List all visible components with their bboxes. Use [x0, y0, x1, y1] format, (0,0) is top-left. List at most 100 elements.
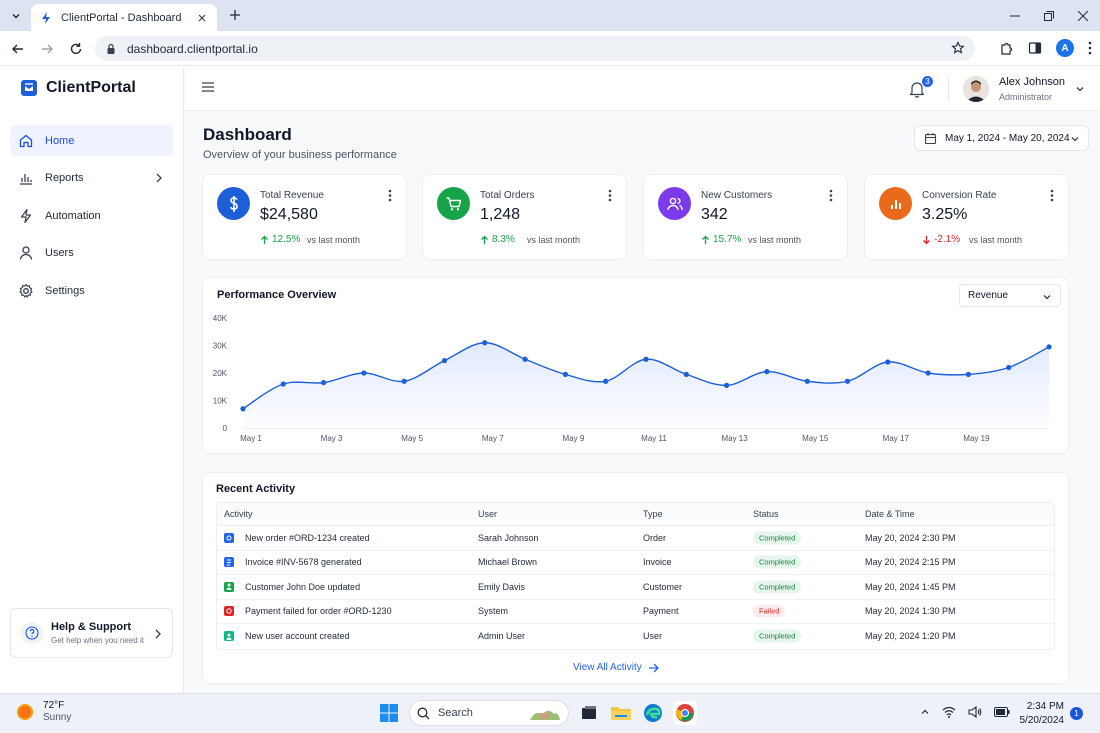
back-button[interactable]: [8, 39, 28, 59]
chevron-right-icon: [156, 173, 162, 182]
bookmark-star-icon[interactable]: [951, 41, 965, 55]
user-avatar-portrait: [963, 76, 989, 102]
kebab-menu-icon[interactable]: [608, 189, 612, 202]
user-add-icon: [224, 631, 234, 642]
dollar-icon: [217, 187, 250, 220]
forward-button[interactable]: [37, 39, 57, 59]
kpi-compare-text: vs last month: [969, 235, 1023, 245]
kpi-change: 8.3%: [480, 234, 515, 245]
sidebar-item-users[interactable]: Users: [10, 238, 173, 269]
new-tab-button[interactable]: [226, 6, 244, 24]
site-info-icon[interactable]: [105, 43, 117, 55]
system-tray: [920, 706, 1010, 718]
notification-center-badge[interactable]: 1: [1070, 707, 1083, 720]
folder-icon: [611, 707, 631, 720]
taskbar-task-view[interactable]: [577, 701, 601, 725]
activity-type: User: [643, 631, 663, 642]
invoice-icon: [224, 557, 234, 568]
taskbar-clock[interactable]: 2:34 PM 5/20/2024: [1016, 700, 1065, 728]
chevron-up-icon[interactable]: [920, 707, 930, 717]
sun-icon: [17, 703, 33, 720]
wifi-icon[interactable]: [942, 706, 956, 718]
activity-text: Invoice #INV-5678 generated: [245, 557, 362, 568]
browser-profile-avatar[interactable]: A: [1056, 39, 1074, 57]
tab-close-icon[interactable]: [195, 11, 209, 25]
kpi-compare-text: vs last month: [748, 235, 802, 245]
search-highlight-icon: [530, 710, 560, 720]
kebab-menu-icon[interactable]: [1050, 189, 1054, 202]
sidebar-item-home[interactable]: Home: [10, 125, 173, 156]
tab-search-button[interactable]: [6, 6, 26, 26]
sidebar: ClientPortal Home Reports Automation Use…: [0, 67, 184, 693]
task-view-icon: [582, 706, 596, 719]
kpi-value: 1,248: [480, 206, 521, 223]
y-tick-label: 20K: [213, 369, 228, 378]
sidebar-nav: Home Reports Automation Users Settings: [10, 125, 173, 313]
sidebar-item-label: Users: [45, 247, 74, 259]
kpi-change: -2.1%: [922, 234, 960, 245]
taskbar-chrome[interactable]: [673, 701, 697, 725]
activity-datetime: May 20, 2024 1:20 PM: [865, 631, 956, 642]
kpi-card-total-orders: Total Orders 1,248 8.3% vs last month: [422, 174, 627, 260]
date-range-picker[interactable]: May 1, 2024 - May 20, 2024: [914, 125, 1089, 151]
brand-logo[interactable]: ClientPortal: [20, 79, 136, 97]
table-row[interactable]: New user account created Admin User User…: [217, 624, 1054, 649]
battery-icon[interactable]: [994, 707, 1010, 717]
clock-time: 2:34 PM: [1026, 701, 1064, 712]
x-tick-label: May 3: [321, 434, 343, 443]
avatar[interactable]: [963, 76, 989, 102]
column-header-type[interactable]: Type: [643, 509, 663, 519]
window-close-button[interactable]: [1066, 0, 1100, 31]
page-title: Dashboard: [203, 125, 292, 144]
kpi-value: 342: [701, 206, 728, 223]
chevron-down-icon[interactable]: [1075, 84, 1085, 94]
column-header-datetime[interactable]: Date & Time: [865, 509, 915, 519]
view-all-label: View All Activity: [573, 662, 642, 673]
activity-table: Activity User Type Status Date & Time Ne…: [216, 502, 1055, 650]
notification-badge: 3: [921, 75, 934, 88]
sidebar-item-label: Home: [45, 134, 75, 147]
sidebar-item-automation[interactable]: Automation: [10, 200, 173, 231]
sidebar-item-reports[interactable]: Reports: [10, 163, 173, 194]
kebab-menu-icon[interactable]: [1088, 41, 1092, 55]
reload-button[interactable]: [66, 39, 86, 59]
activity-datetime: May 20, 2024 2:15 PM: [865, 557, 956, 568]
browser-tab-active[interactable]: ClientPortal - Dashboard: [31, 4, 217, 31]
sidebar-item-settings[interactable]: Settings: [10, 275, 173, 306]
window-restore-button[interactable]: [1032, 0, 1066, 31]
data-point: [240, 406, 246, 412]
table-row[interactable]: New order #ORD-1234 created Sarah Johnso…: [217, 526, 1054, 551]
hamburger-menu-icon[interactable]: [201, 80, 215, 94]
taskbar-file-explorer[interactable]: [609, 701, 633, 725]
arrow-right-icon: [648, 663, 659, 672]
kpi-card-conversion-rate: Conversion Rate 3.25% -2.1% vs last mont…: [864, 174, 1069, 260]
user-name[interactable]: Alex Johnson: [999, 76, 1066, 88]
address-bar[interactable]: dashboard.clientportal.io: [95, 36, 975, 61]
table-row[interactable]: Payment failed for order #ORD-1230 Syste…: [217, 600, 1054, 624]
data-point: [844, 378, 851, 384]
view-all-activity-link[interactable]: View All Activity: [573, 662, 659, 673]
kebab-menu-icon[interactable]: [388, 189, 392, 202]
table-header-row: Activity User Type Status Date & Time: [217, 503, 1054, 526]
windows-logo-icon: [380, 704, 398, 722]
extensions-puzzle-icon[interactable]: [999, 41, 1014, 56]
metric-select-value: Revenue: [968, 290, 1009, 301]
metric-select[interactable]: Revenue: [959, 284, 1061, 307]
side-panel-icon[interactable]: [1028, 41, 1042, 55]
help-support-card[interactable]: Help & Support Get help when you need it: [10, 608, 173, 658]
activity-user: Emily Davis: [478, 581, 526, 592]
kebab-menu-icon[interactable]: [829, 189, 833, 202]
window-minimize-button[interactable]: [998, 0, 1032, 31]
volume-icon[interactable]: [968, 706, 982, 718]
weather-widget[interactable]: 72°F Sunny: [16, 700, 71, 723]
table-row[interactable]: Customer John Doe updated Emily Davis Cu…: [217, 575, 1054, 600]
bolt-favicon-icon: [39, 11, 53, 25]
taskbar-edge[interactable]: [641, 701, 665, 725]
column-header-activity[interactable]: Activity: [224, 509, 253, 519]
column-header-status[interactable]: Status: [753, 509, 779, 519]
bell-icon[interactable]: [909, 80, 925, 98]
taskbar-search[interactable]: Search: [409, 700, 569, 726]
table-row[interactable]: Invoice #INV-5678 generated Michael Brow…: [217, 551, 1054, 575]
column-header-user[interactable]: User: [478, 509, 498, 519]
start-button[interactable]: [377, 701, 401, 725]
